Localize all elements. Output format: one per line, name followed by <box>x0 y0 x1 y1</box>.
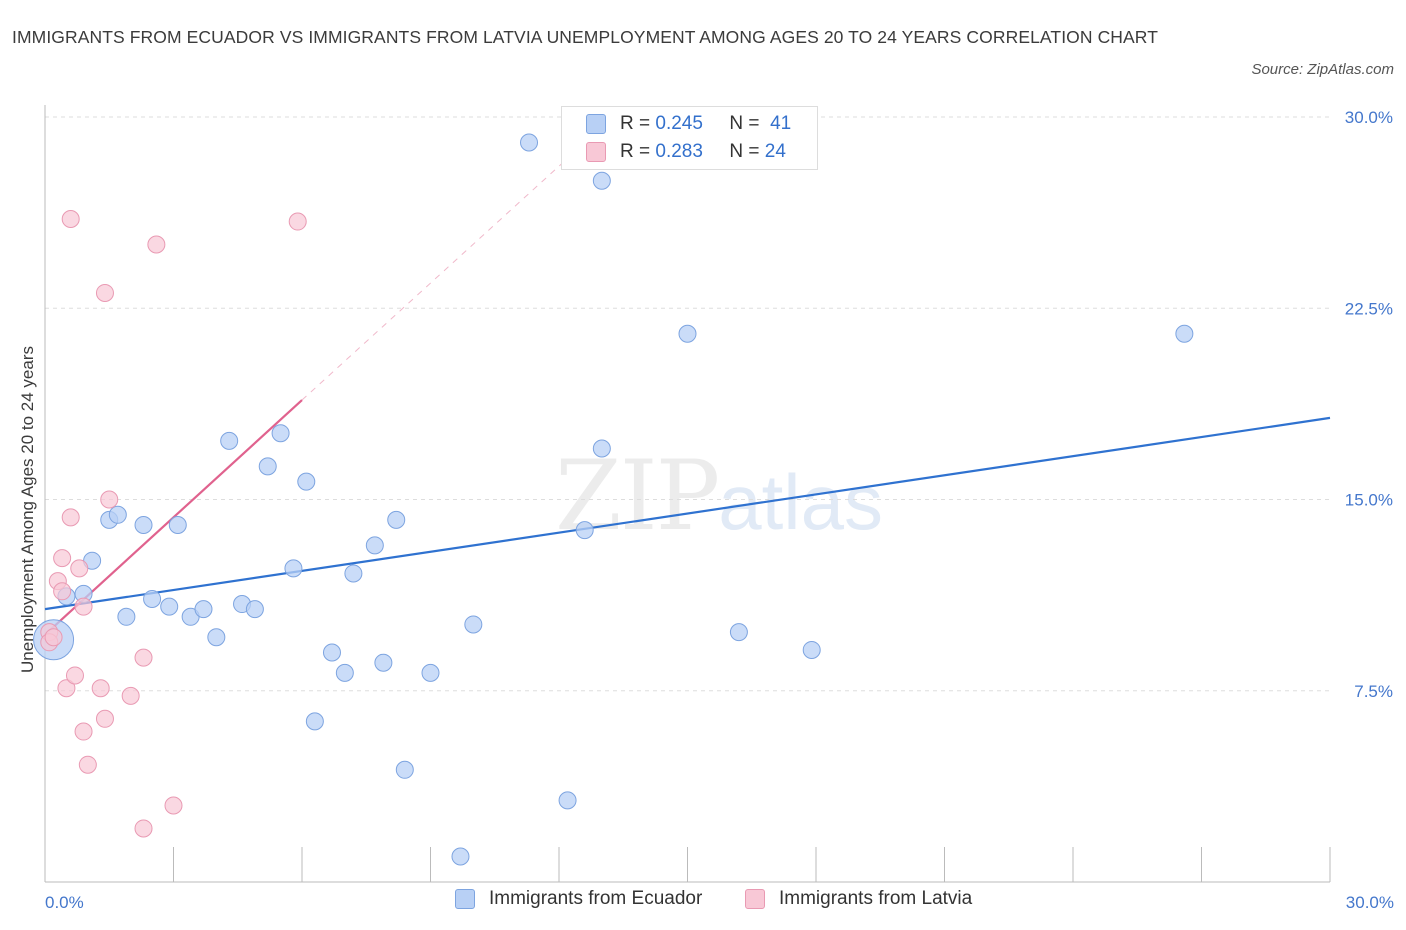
point-ecuador <box>558 791 577 810</box>
point-ecuador <box>305 712 324 731</box>
point-ecuador <box>592 439 611 458</box>
legend-swatch-latvia <box>745 889 765 909</box>
point-latvia <box>91 679 110 698</box>
legend-item-latvia[interactable]: Immigrants from Latvia <box>745 888 972 910</box>
point-ecuador <box>387 510 406 529</box>
trend-line-ecuador <box>44 416 1331 611</box>
point-ecuador <box>297 472 316 491</box>
point-ecuador <box>374 653 393 672</box>
legend-n-label: N = <box>729 113 760 134</box>
legend-swatch-ecuador <box>586 114 606 134</box>
legend-row-latvia: R = 0.283 N = 24 <box>586 140 786 164</box>
legend-n-label: N = <box>729 141 760 162</box>
point-ecuador <box>802 640 821 659</box>
point-ecuador <box>168 516 187 534</box>
point-ecuador <box>134 516 153 534</box>
legend-r-ecuador: 0.245 <box>655 113 703 134</box>
chart-title: IMMIGRANTS FROM ECUADOR VS IMMIGRANTS FR… <box>12 27 1159 47</box>
point-ecuador <box>194 600 213 619</box>
y-tick-label: 7.5% <box>1354 682 1393 701</box>
point-ecuador <box>344 564 363 583</box>
trend-lines <box>44 126 1331 636</box>
x-tick-label: 0.0% <box>45 893 84 912</box>
point-ecuador <box>284 559 303 578</box>
axis-labels: 7.5% 15.0% 22.5% 30.0% 0.0% 30.0% Unemployment… <box>18 108 1394 912</box>
y-tick-label: 30.0% <box>1345 108 1393 127</box>
y-tick-label: 22.5% <box>1345 299 1393 318</box>
point-latvia <box>95 283 114 302</box>
point-ecuador <box>678 324 697 343</box>
trend-extension-latvia <box>301 126 603 401</box>
point-ecuador <box>1175 324 1194 343</box>
legend-r-label: R = <box>620 141 651 162</box>
point-ecuador <box>258 457 277 476</box>
legend-label-latvia: Immigrants from Latvia <box>779 888 973 909</box>
point-latvia <box>95 709 114 728</box>
point-ecuador <box>729 623 748 642</box>
point-latvia <box>70 559 89 578</box>
point-latvia <box>65 666 84 685</box>
y-axis-label: Unemployment Among Ages 20 to 24 years <box>18 346 37 673</box>
point-ecuador <box>335 663 354 682</box>
legend-r-label: R = <box>620 113 651 134</box>
legend-n-ecuador: 41 <box>770 113 792 134</box>
point-latvia <box>53 582 72 601</box>
point-latvia <box>121 686 140 705</box>
point-latvia <box>134 648 153 667</box>
point-latvia <box>53 549 72 568</box>
point-latvia <box>44 628 63 647</box>
legend-label-ecuador: Immigrants from Ecuador <box>489 888 703 909</box>
point-ecuador <box>271 424 290 443</box>
point-ecuador <box>143 589 162 608</box>
point-ecuador <box>592 171 611 190</box>
point-ecuador <box>451 847 470 866</box>
point-ecuador <box>520 133 539 152</box>
x-tick-label: 30.0% <box>1346 893 1394 912</box>
legend-r-latvia: 0.283 <box>655 141 703 162</box>
point-latvia <box>134 819 153 838</box>
y-tick-label: 15.0% <box>1345 491 1393 510</box>
point-ecuador <box>207 628 226 647</box>
series-legend: Immigrants from Ecuador Immigrants from … <box>0 888 1406 916</box>
point-ecuador <box>464 615 483 634</box>
point-latvia <box>147 235 166 254</box>
point-latvia <box>61 210 80 228</box>
point-latvia <box>74 597 93 616</box>
point-ecuador <box>365 536 384 555</box>
point-ecuador <box>421 663 440 682</box>
legend-swatch-latvia <box>586 142 606 162</box>
point-latvia <box>74 722 93 741</box>
point-ecuador <box>160 597 179 616</box>
point-latvia <box>61 508 80 527</box>
watermark-sub: atlas <box>718 458 883 546</box>
point-ecuador <box>322 643 341 662</box>
data-points <box>33 133 1194 866</box>
legend-swatch-ecuador <box>455 889 475 909</box>
point-latvia <box>164 796 183 815</box>
point-ecuador <box>245 600 264 619</box>
axes <box>44 105 1331 883</box>
point-latvia <box>57 679 76 698</box>
point-latvia <box>78 755 97 774</box>
legend-row-ecuador: R = 0.245 N = 41 <box>586 112 791 136</box>
point-ecuador <box>220 431 239 450</box>
correlation-legend: R = 0.245 N = 41 R = 0.283 N = 24 <box>561 106 818 170</box>
legend-n-latvia: 24 <box>764 141 786 162</box>
point-ecuador <box>108 505 127 524</box>
point-ecuador <box>395 760 414 779</box>
point-ecuador <box>575 521 594 540</box>
legend-item-ecuador[interactable]: Immigrants from Ecuador <box>455 888 702 910</box>
point-ecuador <box>117 607 136 626</box>
point-latvia <box>100 490 119 509</box>
source-credit: Source: ZipAtlas.com <box>1251 61 1394 78</box>
point-latvia <box>288 212 307 231</box>
